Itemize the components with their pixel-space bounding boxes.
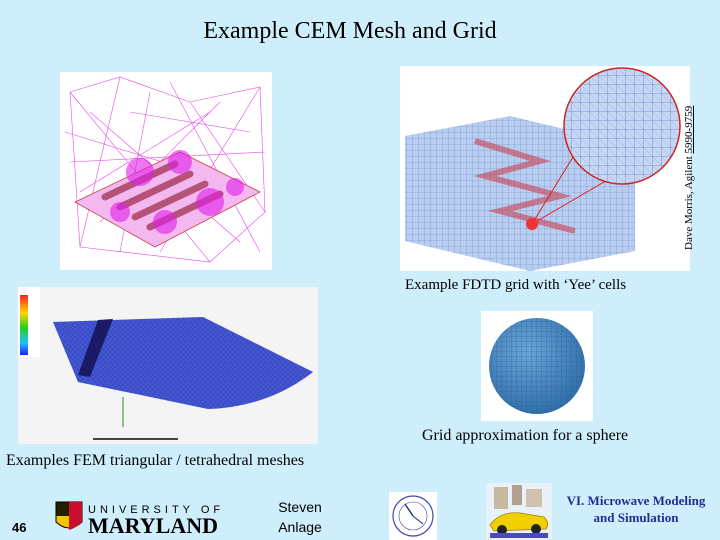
fdtd-grid-image bbox=[400, 66, 690, 271]
credit-prefix: Dave Morris, Agilent bbox=[683, 153, 695, 250]
section-title: VI. Microwave Modeling and Simulation bbox=[556, 492, 716, 526]
svg-text:MARYLAND: MARYLAND bbox=[88, 513, 218, 536]
fem-caption: Examples FEM triangular / tetrahedral me… bbox=[6, 452, 305, 469]
fdtd-caption: Example FDTD grid with ‘Yee’ cells bbox=[405, 277, 627, 293]
credit-phone: 5990-9759 bbox=[683, 105, 695, 154]
race-car-image bbox=[486, 483, 552, 540]
author-first-name: Steven bbox=[278, 499, 322, 515]
section-title-line2: and Simulation bbox=[593, 510, 679, 525]
clock-icon bbox=[389, 492, 437, 540]
author-name: Steven Anlage bbox=[270, 497, 330, 537]
fem-mesh-image bbox=[60, 72, 272, 270]
section-title-line1: VI. Microwave Modeling bbox=[566, 493, 706, 508]
fem-triangular-mesh-image bbox=[18, 287, 318, 444]
slide-title: Example CEM Mesh and Grid bbox=[203, 18, 497, 44]
author-last-name: Anlage bbox=[278, 519, 322, 535]
sphere-voxel-image bbox=[481, 311, 593, 421]
svg-text:UNIVERSITY OF: UNIVERSITY OF bbox=[88, 504, 224, 516]
sphere-caption: Grid approximation for a sphere bbox=[422, 427, 629, 444]
university-logo: UNIVERSITY OF MARYLAND bbox=[52, 500, 228, 536]
credit-note: Dave Morris, Agilent 5990-9759 bbox=[683, 70, 695, 250]
page-number: 46 bbox=[12, 520, 27, 535]
